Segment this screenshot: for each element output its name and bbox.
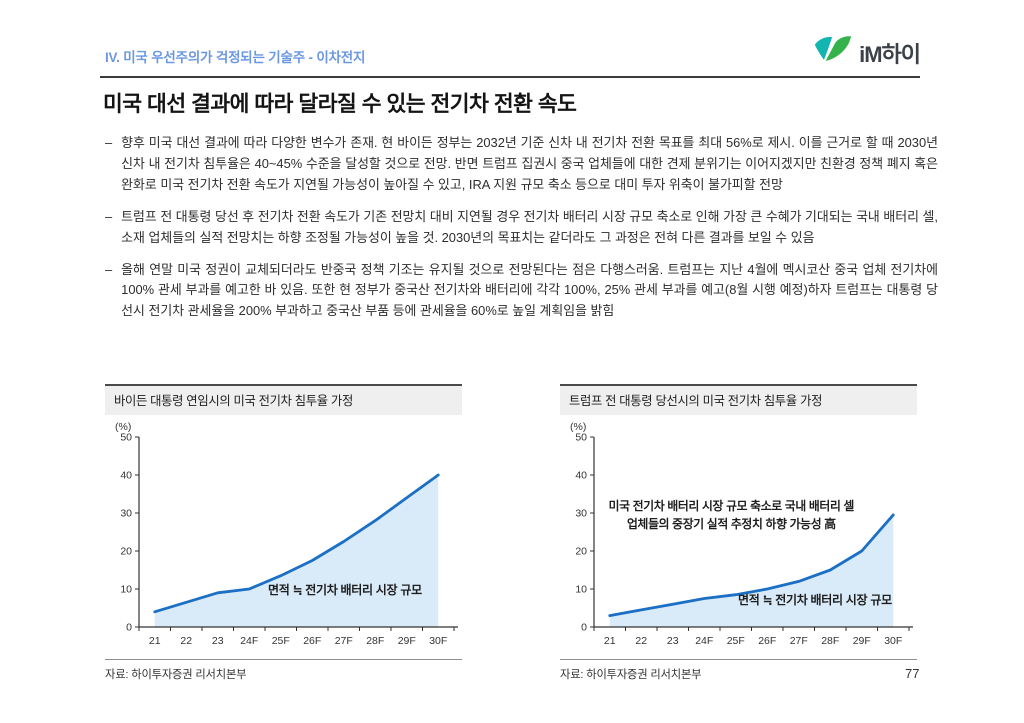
- svg-text:25F: 25F: [272, 635, 290, 647]
- bullet-dash: –: [105, 135, 113, 150]
- area-annotation: 면적 ≒ 전기차 배터리 시장 규모: [738, 593, 892, 607]
- biden-chart-canvas: (%) 0 10 20 30 40 50 21 22 23 24F 25F 26F 27F 28F 29F 30…: [115, 421, 458, 647]
- chart-title: 트럼프 전 대통령 당선시의 미국 전기차 침투율 가정: [560, 384, 917, 415]
- svg-text:40: 40: [120, 470, 132, 482]
- svg-text:30: 30: [120, 508, 132, 520]
- area-annotation: 면적 ≒ 전기차 배터리 시장 규모: [268, 583, 422, 597]
- svg-text:50: 50: [575, 432, 587, 444]
- trump-chart-canvas: (%) 0 10 20 30 40 50 21 22 23 24F 25F 26F 27F 28F 29F 30…: [570, 421, 913, 647]
- section-header: IV. 미국 우선주의가 걱정되는 기술주 - 이차전지: [105, 50, 366, 65]
- svg-text:24F: 24F: [240, 635, 258, 647]
- header-divider: [100, 76, 920, 78]
- logo-wordmark: iM하이: [859, 41, 921, 67]
- svg-text:(%): (%): [570, 421, 586, 433]
- bullet-text: 트럼프 전 대통령 당선 후 전기차 전환 속도가 기존 전망치 대비 지연될 …: [121, 208, 938, 245]
- svg-text:30: 30: [575, 508, 587, 520]
- chart-note-line: 업체들의 중장기 실적 추정치 하향 가능성 高: [626, 517, 836, 532]
- page-number: 77: [905, 666, 920, 681]
- chart-note: 미국 전기차 배터리 시장 규모 축소로 국내 배터리 셀 업체들의 중장기 실…: [561, 497, 901, 534]
- svg-text:21: 21: [604, 635, 616, 647]
- biden-scenario-chart: 바이든 대통령 연임시의 미국 전기차 침투율 가정 (%) 0 10 20 30 40 5…: [105, 384, 462, 682]
- chart-source: 자료: 하이투자증권 리서치본부: [560, 659, 917, 682]
- body-text: – 향후 미국 대선 결과에 따라 다양한 변수가 존재. 현 바이든 정부는 …: [105, 133, 938, 333]
- svg-text:29F: 29F: [398, 635, 416, 647]
- svg-text:24F: 24F: [695, 635, 713, 647]
- chart-plot-area: (%) 0 10 20 30 40 50 21 22 23 24F 25F 26F 27F 28F 29F 30…: [560, 421, 917, 655]
- svg-text:28F: 28F: [366, 635, 384, 647]
- svg-text:40: 40: [575, 470, 587, 482]
- svg-text:23: 23: [667, 635, 679, 647]
- svg-text:50: 50: [120, 432, 132, 444]
- svg-text:27F: 27F: [790, 635, 808, 647]
- svg-text:28F: 28F: [821, 635, 839, 647]
- svg-text:29F: 29F: [853, 635, 871, 647]
- svg-text:22: 22: [635, 635, 647, 647]
- bullet-item: – 트럼프 전 대통령 당선 후 전기차 전환 속도가 기존 전망치 대비 지연…: [105, 207, 938, 249]
- svg-text:25F: 25F: [727, 635, 745, 647]
- svg-text:0: 0: [126, 622, 132, 634]
- svg-text:21: 21: [149, 635, 161, 647]
- svg-text:23: 23: [212, 635, 224, 647]
- svg-text:0: 0: [581, 622, 587, 634]
- trump-scenario-chart: 트럼프 전 대통령 당선시의 미국 전기차 침투율 가정 (%) 0 10 20 30 4…: [560, 384, 917, 682]
- bullet-text: 향후 미국 대선 결과에 따라 다양한 변수가 존재. 현 바이든 정부는 20…: [121, 135, 938, 192]
- svg-text:20: 20: [575, 546, 587, 558]
- im-bank-logo-icon: [813, 34, 853, 71]
- bullet-dash: –: [105, 261, 113, 277]
- bullet-item: – 올해 연말 미국 정권이 교체되더라도 반중국 정책 기조는 유지될 것으로…: [105, 260, 938, 323]
- svg-text:30F: 30F: [884, 635, 902, 647]
- chart-plot-area: (%) 0 10 20 30 40 50 21 22 23 24F 25F 26F 27F 28F 29F 30…: [105, 421, 462, 655]
- svg-text:20: 20: [120, 546, 132, 558]
- chart-title: 바이든 대통령 연임시의 미국 전기차 침투율 가정: [105, 384, 462, 415]
- company-logo: iM하이: [813, 34, 921, 71]
- chart-source: 자료: 하이투자증권 리서치본부: [105, 659, 462, 682]
- bullet-dash: –: [105, 208, 113, 224]
- svg-text:22: 22: [180, 635, 192, 647]
- svg-text:26F: 26F: [303, 635, 321, 647]
- svg-text:26F: 26F: [758, 635, 776, 647]
- svg-text:(%): (%): [115, 421, 131, 433]
- svg-text:27F: 27F: [335, 635, 353, 647]
- svg-text:10: 10: [120, 584, 132, 596]
- chart-note-line: 미국 전기차 배터리 시장 규모 축소로 국내 배터리 셀: [608, 499, 855, 513]
- svg-text:10: 10: [575, 584, 587, 596]
- bullet-text: 올해 연말 미국 정권이 교체되더라도 반중국 정책 기조는 유지될 것으로 전…: [121, 261, 938, 319]
- svg-text:30F: 30F: [429, 635, 447, 647]
- page-title: 미국 대선 결과에 따라 달라질 수 있는 전기차 전환 속도: [103, 92, 577, 116]
- bullet-item: – 향후 미국 대선 결과에 따라 다양한 변수가 존재. 현 바이든 정부는 …: [105, 133, 938, 196]
